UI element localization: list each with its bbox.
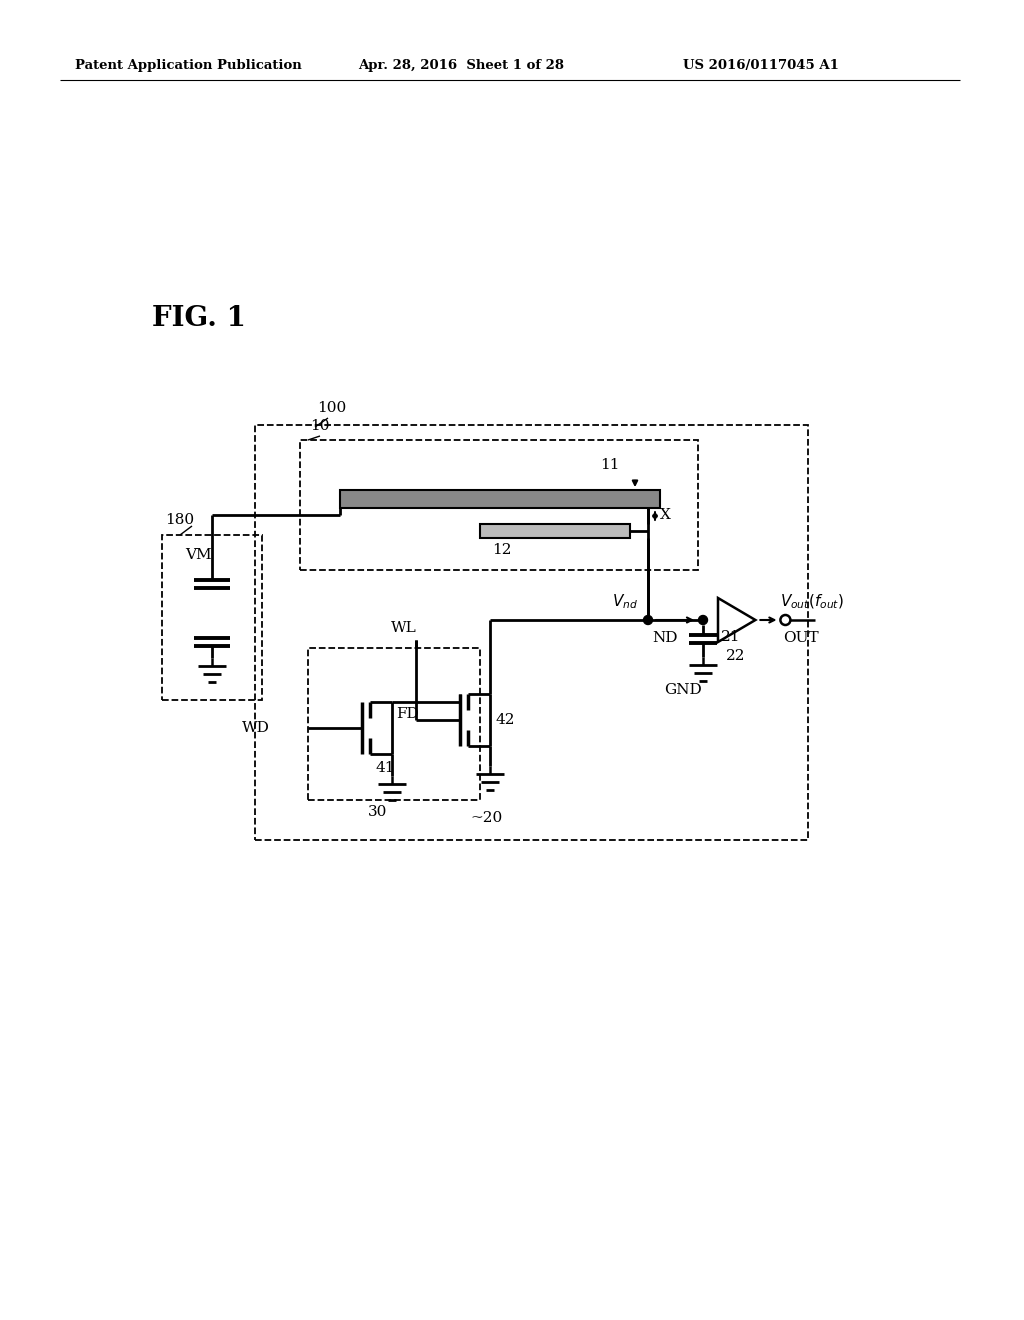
Text: 22: 22 bbox=[726, 649, 745, 663]
Text: 30: 30 bbox=[368, 805, 387, 818]
Text: FD: FD bbox=[396, 708, 419, 721]
Text: 41: 41 bbox=[375, 762, 394, 775]
Bar bbox=[255, 425, 808, 840]
Text: GND: GND bbox=[665, 682, 701, 697]
Text: Patent Application Publication: Patent Application Publication bbox=[75, 58, 302, 71]
Bar bbox=[308, 648, 480, 800]
Text: VM: VM bbox=[185, 548, 212, 562]
Bar bbox=[162, 535, 262, 700]
Text: OUT: OUT bbox=[783, 631, 819, 645]
Text: 21: 21 bbox=[721, 630, 740, 644]
Text: WL: WL bbox=[391, 620, 417, 635]
Bar bbox=[300, 440, 698, 570]
Text: ND: ND bbox=[652, 631, 678, 645]
Text: 12: 12 bbox=[492, 543, 512, 557]
Text: Apr. 28, 2016  Sheet 1 of 28: Apr. 28, 2016 Sheet 1 of 28 bbox=[358, 58, 564, 71]
Text: $V_{nd}$: $V_{nd}$ bbox=[612, 593, 638, 611]
Text: WD: WD bbox=[242, 721, 270, 735]
Text: 10: 10 bbox=[310, 418, 330, 433]
Circle shape bbox=[643, 615, 652, 624]
Text: 180: 180 bbox=[165, 513, 195, 527]
Bar bbox=[340, 490, 660, 508]
Text: 100: 100 bbox=[317, 401, 346, 414]
Text: 11: 11 bbox=[600, 458, 620, 473]
Text: FIG. 1: FIG. 1 bbox=[152, 305, 246, 331]
Text: $V_{out}(f_{out})$: $V_{out}(f_{out})$ bbox=[780, 593, 845, 611]
Text: ~20: ~20 bbox=[470, 810, 502, 825]
Circle shape bbox=[698, 615, 708, 624]
Bar bbox=[480, 524, 630, 539]
Text: US 2016/0117045 A1: US 2016/0117045 A1 bbox=[683, 58, 839, 71]
Text: X: X bbox=[660, 508, 671, 521]
Text: 42: 42 bbox=[496, 713, 515, 727]
